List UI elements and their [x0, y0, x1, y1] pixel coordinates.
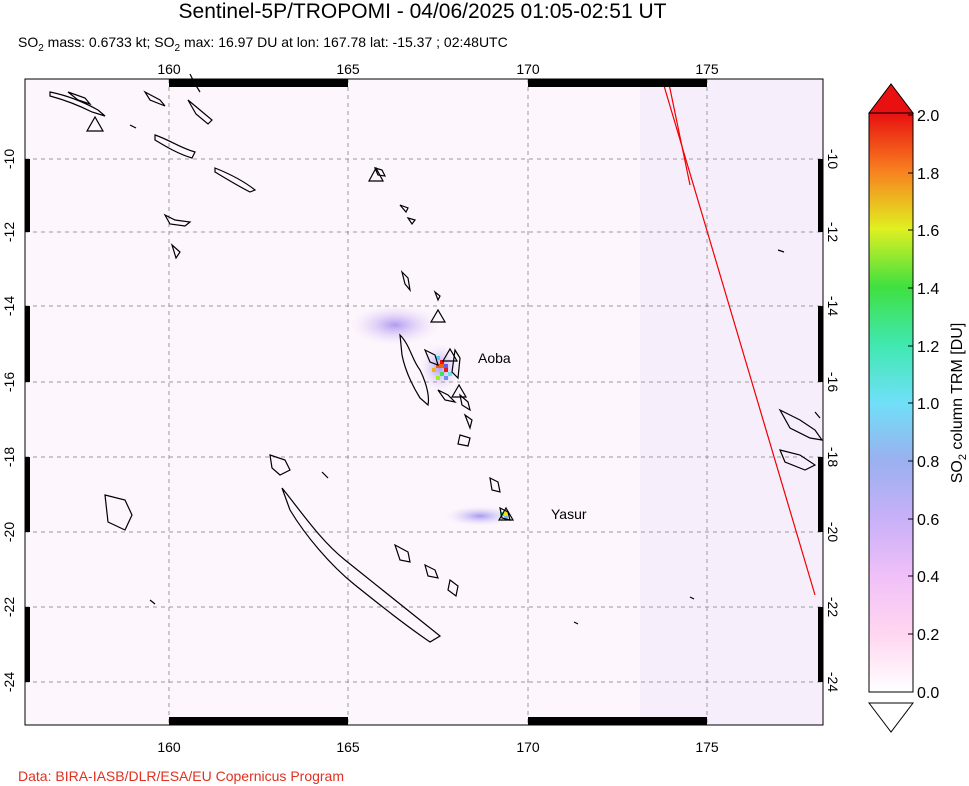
- lat-label-right--22: -22: [825, 597, 841, 617]
- lat-label-right--18: -18: [825, 447, 841, 467]
- colorbar-ticks: [908, 114, 913, 693]
- lat-label-right--12: -12: [825, 222, 841, 242]
- lat-label-right--10: -10: [825, 149, 841, 169]
- lat-labels-left: -10 -12 -14 -16 -18 -20 -22 -24: [1, 149, 17, 692]
- so2-plume-yasur: [445, 506, 515, 526]
- volcano-marker-gaua: [429, 308, 447, 323]
- lon-labels-bottom: 160 165 170 175: [157, 739, 719, 755]
- stats-sub2: 2: [174, 42, 181, 54]
- colorbar-bottom-arrow: [867, 702, 915, 733]
- stats-prefix: SO: [18, 34, 39, 50]
- volcano-markers: [85, 115, 515, 521]
- noise-band: [640, 79, 823, 725]
- lat-label-left--18: -18: [1, 447, 17, 467]
- lat-label-left--20: -20: [1, 522, 17, 542]
- map-title: Sentinel-5P/TROPOMI - 04/06/2025 01:05-0…: [178, 0, 667, 23]
- map-frame: [24, 78, 824, 726]
- colorbar-gradient: [868, 112, 914, 693]
- volcano-marker-solomon: [85, 115, 105, 132]
- lat-label-left--14: -14: [1, 296, 17, 316]
- lon-label-bottom-175: 175: [695, 739, 719, 755]
- grid-lines: [25, 79, 823, 725]
- orbit-edge-lines: [661, 78, 816, 596]
- cb-title-suffix: column TRM [DU]: [949, 323, 966, 454]
- lat-label-right--16: -16: [825, 372, 841, 392]
- cb-label-0.4: 0.4: [917, 569, 939, 586]
- cb-label-2.0: 2.0: [917, 108, 939, 125]
- volcano-label-yasur: Yasur: [551, 506, 587, 522]
- cb-label-1.0: 1.0: [917, 396, 939, 413]
- volcano-label-aoba: Aoba: [478, 350, 511, 366]
- cb-title-prefix: SO: [949, 460, 966, 483]
- lat-label-left--16: -16: [1, 372, 17, 392]
- lat-label-left--22: -22: [1, 597, 17, 617]
- volcano-marker-aoba: [441, 347, 459, 362]
- cb-label-1.4: 1.4: [917, 281, 939, 298]
- cb-title-sub: 2: [957, 454, 969, 460]
- cb-label-0.6: 0.6: [917, 512, 939, 529]
- lat-label-left--24: -24: [1, 672, 17, 692]
- cb-label-1.8: 1.8: [917, 166, 939, 183]
- colorbar: 2.0 1.8 1.6 1.4 1.2 1.0 0.8 0.6 0.4 0.2 …: [867, 83, 969, 733]
- cb-label-0.0: 0.0: [917, 685, 939, 702]
- volcano-marker-ambrym: [450, 383, 468, 398]
- lon-label-top-170: 170: [516, 61, 540, 77]
- so2-plume-aoba: [350, 305, 460, 392]
- cb-label-1.2: 1.2: [917, 339, 939, 356]
- cb-label-0.8: 0.8: [917, 454, 939, 471]
- lon-label-top-160: 160: [157, 61, 181, 77]
- cb-label-0.2: 0.2: [917, 627, 939, 644]
- colorbar-top-arrow: [867, 83, 915, 114]
- coastlines: [49, 73, 824, 643]
- volcano-marker-yasur: [497, 506, 515, 521]
- axis-frame-bars: [25, 79, 823, 725]
- lat-label-left--10: -10: [1, 149, 17, 169]
- volcano-marker-tinakula: [367, 166, 385, 182]
- lon-label-top-165: 165: [336, 61, 360, 77]
- lon-label-top-175: 175: [695, 61, 719, 77]
- lat-labels-right: -10 -12 -14 -16 -18 -20 -22 -24: [825, 149, 841, 692]
- lat-label-right--24: -24: [825, 672, 841, 692]
- colorbar-title: SO2 column TRM [DU]: [949, 323, 969, 484]
- lat-label-right--14: -14: [825, 296, 841, 316]
- stats-mid: mass: 0.6733 kt; SO: [43, 34, 175, 50]
- data-credit: Data: BIRA-IASB/DLR/ESA/EU Copernicus Pr…: [18, 768, 345, 784]
- so2-stats-line: SO2 mass: 0.6733 kt; SO2 max: 16.97 DU a…: [18, 33, 508, 58]
- lat-label-right--20: -20: [825, 522, 841, 542]
- lon-label-bottom-170: 170: [516, 739, 540, 755]
- lon-label-bottom-165: 165: [336, 739, 360, 755]
- stats-suffix: max: 16.97 DU at lon: 167.78 lat: -15.37…: [180, 34, 508, 50]
- lat-label-left--12: -12: [1, 222, 17, 242]
- stats-sub: 2: [38, 42, 44, 54]
- lon-label-bottom-160: 160: [157, 739, 181, 755]
- lon-labels-top: 160 165 170 175: [157, 61, 719, 77]
- cb-label-1.6: 1.6: [917, 223, 939, 240]
- colorbar-tick-labels: 2.0 1.8 1.6 1.4 1.2 1.0 0.8 0.6 0.4 0.2 …: [917, 108, 939, 702]
